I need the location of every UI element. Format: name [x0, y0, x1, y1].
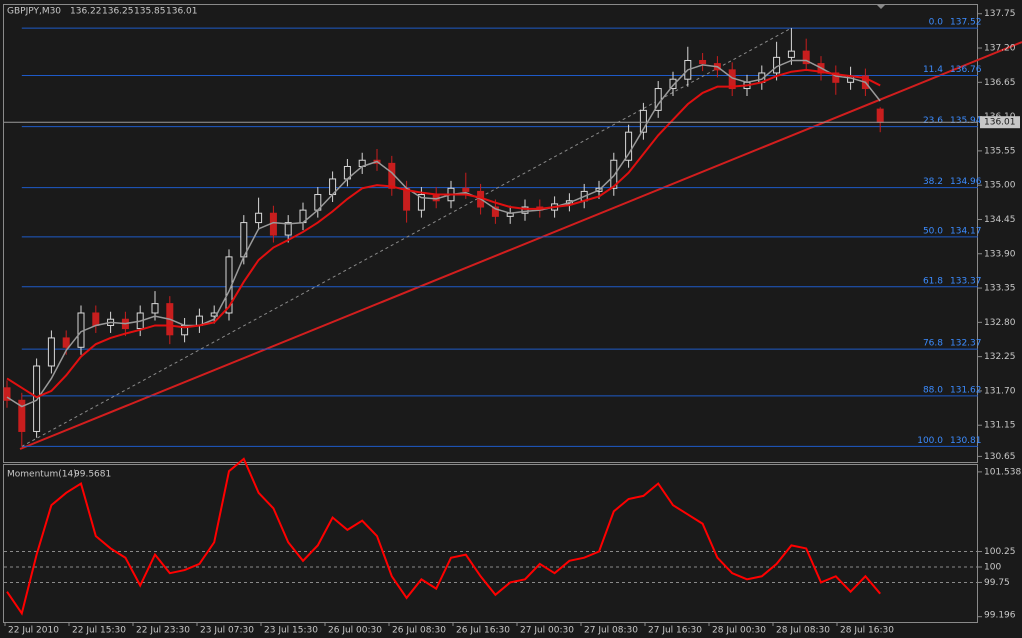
- y-tick-label: 133.90: [984, 249, 1016, 259]
- fib-level-ratio: 88.0: [923, 385, 943, 395]
- trend-line: [19, 41, 1022, 450]
- x-tick-label: 28 Jul 16:30: [840, 626, 894, 636]
- header-open: 136.22: [70, 7, 102, 17]
- y-tick-label: 101.5385: [984, 467, 1022, 477]
- moving-average: [6, 68, 881, 399]
- x-tick-label: 28 Jul 00:30: [712, 626, 766, 636]
- y-tick-label: 131.70: [984, 386, 1016, 396]
- candle-body: [62, 337, 70, 348]
- candle-body: [832, 72, 840, 83]
- x-tick-label: 28 Jul 08:30: [776, 626, 830, 636]
- fib-level-price: 137.52: [950, 18, 982, 28]
- moving-average: [6, 59, 881, 408]
- fib-level-price: 130.81: [950, 436, 982, 446]
- candle-body: [610, 159, 618, 189]
- candle-body: [802, 50, 810, 65]
- candle-body: [403, 187, 411, 211]
- fib-level-ratio: 50.0: [923, 226, 943, 236]
- header-close: 136.01: [166, 7, 198, 17]
- y-tick-label: 134.45: [984, 215, 1016, 225]
- y-tick-label: 99.196: [984, 611, 1016, 621]
- fib-level-ratio: 100.0: [917, 436, 943, 446]
- candle-body: [151, 303, 159, 314]
- candle-body: [521, 206, 529, 214]
- indicator-panel-frame: [3, 464, 978, 623]
- candle-body: [255, 212, 263, 224]
- header-low: 135.85: [134, 7, 166, 17]
- candle-body: [876, 108, 884, 123]
- fib-level-ratio: 11.4: [923, 65, 943, 75]
- fib-level-price: 134.17: [950, 226, 982, 236]
- y-tick-label: 132.80: [984, 318, 1016, 328]
- candle-body: [491, 206, 499, 217]
- x-tick-label: 23 Jul 07:30: [200, 626, 254, 636]
- current-price-label: 136.01: [984, 118, 1016, 128]
- candle-body: [47, 337, 55, 367]
- y-tick-label: 130.65: [984, 452, 1016, 462]
- x-tick-label: 22 Jul 23:30: [136, 626, 190, 636]
- y-tick-label: 131.15: [984, 421, 1016, 431]
- fib-level-price: 131.62: [950, 385, 982, 395]
- y-tick-label: 136.65: [984, 78, 1016, 88]
- fib-level-price: 133.37: [950, 276, 982, 286]
- x-tick-label: 27 Jul 16:30: [648, 626, 702, 636]
- y-tick-label: 99.75: [984, 578, 1010, 588]
- candle-body: [417, 194, 425, 211]
- candle-body: [462, 187, 470, 192]
- y-tick-label: 133.35: [984, 284, 1016, 294]
- candle-body: [699, 59, 707, 65]
- x-tick-label: 23 Jul 15:30: [264, 626, 318, 636]
- y-tick-label: 137.20: [984, 44, 1016, 54]
- fib-level-ratio: 38.2: [923, 177, 943, 187]
- fib-level-price: 135.94: [950, 116, 982, 126]
- x-tick-label: 27 Jul 08:30: [584, 626, 638, 636]
- y-tick-label: 100: [984, 562, 1001, 572]
- x-tick-label: 22 Jul 2010: [8, 626, 59, 636]
- x-tick-label: 27 Jul 00:30: [520, 626, 574, 636]
- y-tick-label: 135.55: [984, 146, 1016, 156]
- fib-base-line: [21, 27, 792, 447]
- candle-body: [639, 109, 647, 133]
- y-tick-label: 135.00: [984, 181, 1016, 191]
- candle-body: [625, 131, 633, 161]
- candle-body: [669, 78, 677, 90]
- current-price-box: [980, 116, 1020, 129]
- y-tick-label: 100.25: [984, 547, 1016, 557]
- fib-level-ratio: 76.8: [923, 339, 943, 349]
- chart-title: GBPJPY,M30: [7, 7, 61, 17]
- chart-shift-marker: [876, 4, 886, 9]
- candle-body: [92, 312, 100, 326]
- fib-level-ratio: 61.8: [923, 276, 943, 286]
- fib-level-price: 134.96: [950, 177, 982, 187]
- indicator-value: 99.5681: [74, 470, 111, 480]
- momentum-line: [6, 457, 881, 616]
- candle-body: [18, 399, 26, 432]
- header: GBPJPY,M30 136.22 136.25 135.85 136.01 M…: [7, 7, 198, 480]
- fib-level-ratio: 23.6: [923, 116, 943, 126]
- x-tick-label: 26 Jul 08:30: [392, 626, 446, 636]
- candle-body: [787, 50, 795, 58]
- y-tick-label: 132.25: [984, 352, 1016, 362]
- y-tick-label: 137.75: [984, 9, 1016, 19]
- x-tick-label: 26 Jul 00:30: [328, 626, 382, 636]
- x-tick-label: 26 Jul 16:30: [456, 626, 510, 636]
- fib-level-ratio: 0.0: [929, 18, 944, 28]
- candle-body: [3, 387, 11, 401]
- main-panel-frame: [3, 4, 978, 463]
- fib-level-price: 132.37: [950, 339, 982, 349]
- indicator-title: Momentum(14): [7, 470, 77, 480]
- x-tick-label: 22 Jul 15:30: [72, 626, 126, 636]
- candle-body: [33, 365, 41, 432]
- candle-body: [284, 222, 292, 236]
- fib-level-price: 136.76: [950, 65, 982, 75]
- header-high: 136.25: [102, 7, 134, 17]
